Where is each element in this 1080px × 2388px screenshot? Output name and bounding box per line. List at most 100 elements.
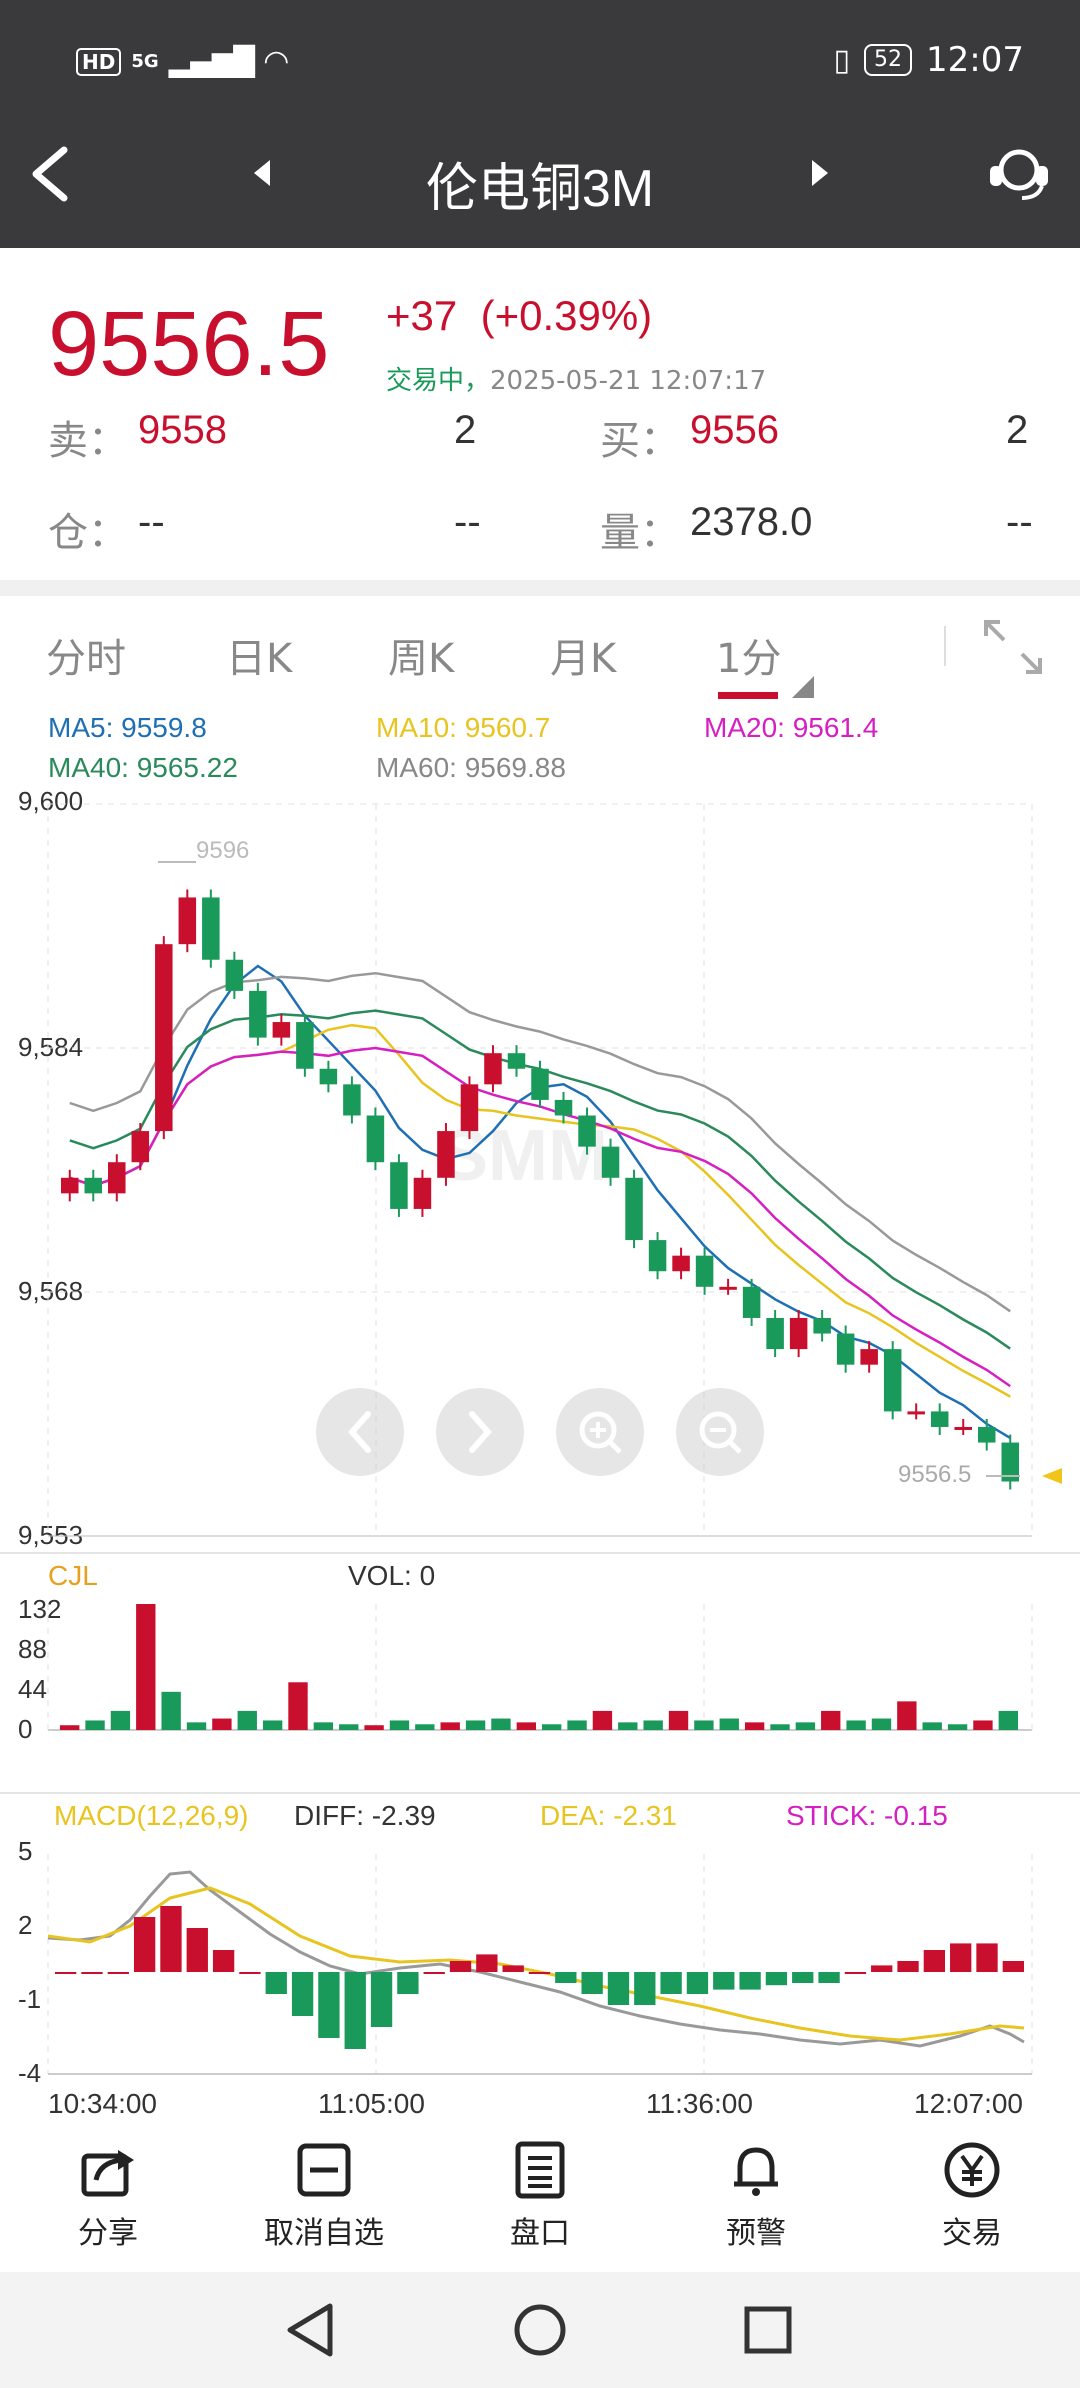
tab-daily-k[interactable]: 日K	[226, 636, 293, 682]
volume-bar	[998, 1710, 1018, 1730]
macd-bar	[871, 1965, 893, 1972]
macd-bar	[265, 1972, 287, 1994]
zoom-out-button[interactable]	[676, 1388, 764, 1476]
candle	[1001, 1442, 1019, 1482]
volume-bar	[136, 1604, 156, 1730]
macd-bar	[897, 1961, 919, 1972]
candle	[272, 1022, 291, 1038]
volume-bar	[770, 1724, 790, 1730]
macd-bar	[423, 1972, 445, 1974]
fullscreen-icon[interactable]	[980, 616, 1046, 678]
volume-bar	[262, 1720, 283, 1730]
remove-watchlist-icon	[297, 2143, 351, 2197]
volume-chart	[47, 1604, 1033, 1731]
dropdown-corner-icon[interactable]	[792, 676, 814, 698]
volume-bar	[313, 1722, 334, 1730]
candle	[907, 1411, 925, 1415]
volume-bar	[415, 1724, 435, 1730]
candle	[296, 1022, 314, 1069]
ma60-label: MA60: 9569.88	[376, 752, 566, 783]
candle	[131, 1131, 150, 1163]
alert-button[interactable]: 预警	[676, 2140, 836, 2252]
macd-title: MACD(12,26,9)	[54, 1800, 249, 1831]
wifi-icon: ◠	[264, 44, 288, 79]
macd-bar	[660, 1972, 682, 1994]
candle	[860, 1349, 878, 1365]
tab-1min[interactable]: 1分	[716, 636, 782, 682]
back-icon[interactable]	[28, 146, 72, 202]
trade-label: 交易	[942, 2216, 1002, 2251]
volume-bar	[491, 1718, 511, 1730]
zoom-in-button[interactable]	[556, 1388, 644, 1476]
status-left: HD 5G ▂▄▆█ ◠	[76, 44, 288, 79]
volume-bar	[161, 1691, 181, 1730]
volume-bar	[288, 1682, 308, 1730]
trade-button[interactable]: 交易	[892, 2140, 1052, 2252]
macd-axis-1: 2	[18, 1910, 33, 1940]
ma5-label: MA5: 9559.8	[48, 712, 207, 743]
next-contract-icon[interactable]	[808, 158, 832, 188]
orderbook-icon	[515, 2141, 565, 2199]
volume-bar	[339, 1724, 359, 1730]
candle	[695, 1255, 714, 1287]
volume-bar	[389, 1720, 410, 1730]
candle	[507, 1053, 526, 1069]
scroll-left-button[interactable]	[316, 1388, 404, 1476]
volume-bar	[719, 1718, 739, 1730]
time-axis-0: 10:34:00	[48, 2088, 157, 2119]
trade-status-label: 交易中，	[386, 366, 491, 396]
orderbook-button[interactable]: 盘口	[460, 2140, 620, 2252]
volume-bar	[60, 1725, 80, 1730]
share-label: 分享	[78, 2216, 138, 2251]
last-price-pointer	[1042, 1468, 1062, 1484]
candle	[578, 1115, 596, 1147]
zoom-in-icon	[579, 1411, 622, 1454]
prev-contract-icon[interactable]	[250, 158, 274, 188]
candle	[343, 1084, 361, 1116]
macd-bar	[739, 1972, 761, 1990]
divider	[0, 580, 1080, 596]
scroll-right-button[interactable]	[436, 1388, 524, 1476]
share-button[interactable]: 分享	[28, 2140, 188, 2252]
candle	[625, 1177, 643, 1241]
volume-label: 量：	[600, 510, 680, 556]
candle	[719, 1286, 737, 1290]
position-value: --	[138, 500, 165, 544]
tab-weekly-k[interactable]: 周K	[388, 636, 455, 682]
candle	[437, 1131, 455, 1178]
volume-bar	[364, 1725, 384, 1730]
candle	[413, 1177, 432, 1209]
panel-divider	[0, 1552, 1080, 1554]
macd-bar	[686, 1972, 709, 1994]
time-axis-1: 11:05:00	[318, 2088, 425, 2119]
macd-bar	[55, 1972, 77, 1974]
nav-back-icon[interactable]	[282, 2300, 338, 2360]
macd-bar	[344, 1972, 366, 2049]
candlestick-chart[interactable]: SMM 9596 9556.5	[0, 800, 1080, 1560]
status-bar: HD 5G ▂▄▆█ ◠ ▯ 52 12:07	[0, 0, 1080, 130]
chevron-right-icon	[469, 1411, 493, 1453]
volume-bar	[567, 1720, 587, 1730]
candle	[61, 1177, 79, 1194]
candle	[766, 1317, 784, 1350]
nav-recents-icon[interactable]	[742, 2304, 794, 2356]
remove-watchlist-button[interactable]: 取消自选	[244, 2140, 404, 2252]
macd-dea: DEA: -2.31	[540, 1800, 677, 1831]
hd-icon: HD	[76, 47, 122, 76]
tab-monthly-k[interactable]: 月K	[550, 636, 617, 682]
price-axis-max: 9,600	[18, 786, 84, 816]
time-axis-3: 12:07:00	[914, 2088, 1023, 2119]
last-price-marker: 9556.5	[898, 1461, 971, 1488]
volume-bar	[110, 1710, 131, 1730]
candle	[108, 1162, 126, 1194]
ma10-label: MA10: 9560.7	[376, 712, 551, 743]
macd-bar	[950, 1943, 972, 1972]
vol-axis-1: 88	[18, 1634, 47, 1664]
tab-intraday[interactable]: 分时	[46, 636, 126, 682]
volume-bar	[618, 1722, 638, 1730]
vol-value-label: VOL: 0	[348, 1560, 436, 1591]
nav-home-icon[interactable]	[512, 2302, 568, 2358]
macd-bar	[634, 1972, 656, 2005]
volume-bar	[795, 1722, 816, 1730]
customer-service-icon[interactable]	[986, 144, 1052, 204]
